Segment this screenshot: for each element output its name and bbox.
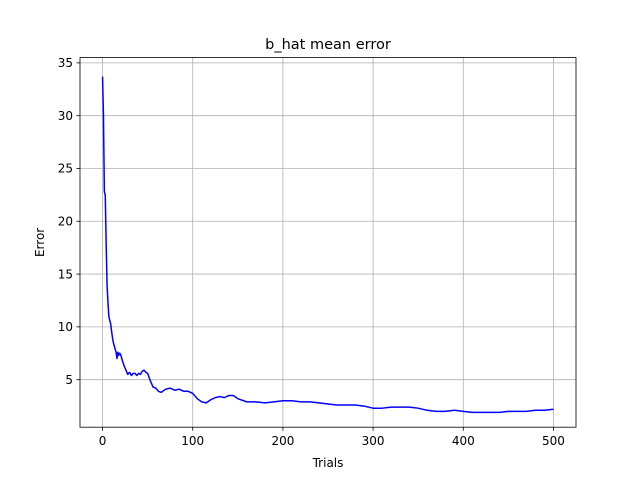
y-tick-label: 30 [58, 109, 73, 123]
x-tick-label: 0 [99, 434, 107, 448]
x-tick-label: 300 [362, 434, 385, 448]
y-tick-label: 5 [65, 373, 73, 387]
axis-ticks: 0 100 200 300 400 500 5 10 15 20 25 30 35 [58, 56, 565, 448]
series-line [101, 76, 554, 414]
y-tick-label: 10 [58, 320, 73, 334]
series-layer [101, 76, 554, 414]
x-tick-label: 100 [181, 434, 204, 448]
chart-title: b_hat mean error [265, 37, 391, 53]
y-tick-label: 20 [58, 214, 73, 228]
y-axis-label: Error [33, 228, 47, 257]
x-axis-label: Trials [312, 456, 344, 470]
x-tick-label: 500 [542, 434, 565, 448]
x-tick-label: 200 [271, 434, 294, 448]
plot-frame [79, 57, 577, 428]
grid [80, 57, 576, 428]
x-tick-label: 400 [452, 434, 475, 448]
y-tick-label: 15 [58, 267, 73, 281]
y-tick-label: 25 [58, 162, 73, 176]
y-tick-label: 35 [58, 56, 73, 70]
